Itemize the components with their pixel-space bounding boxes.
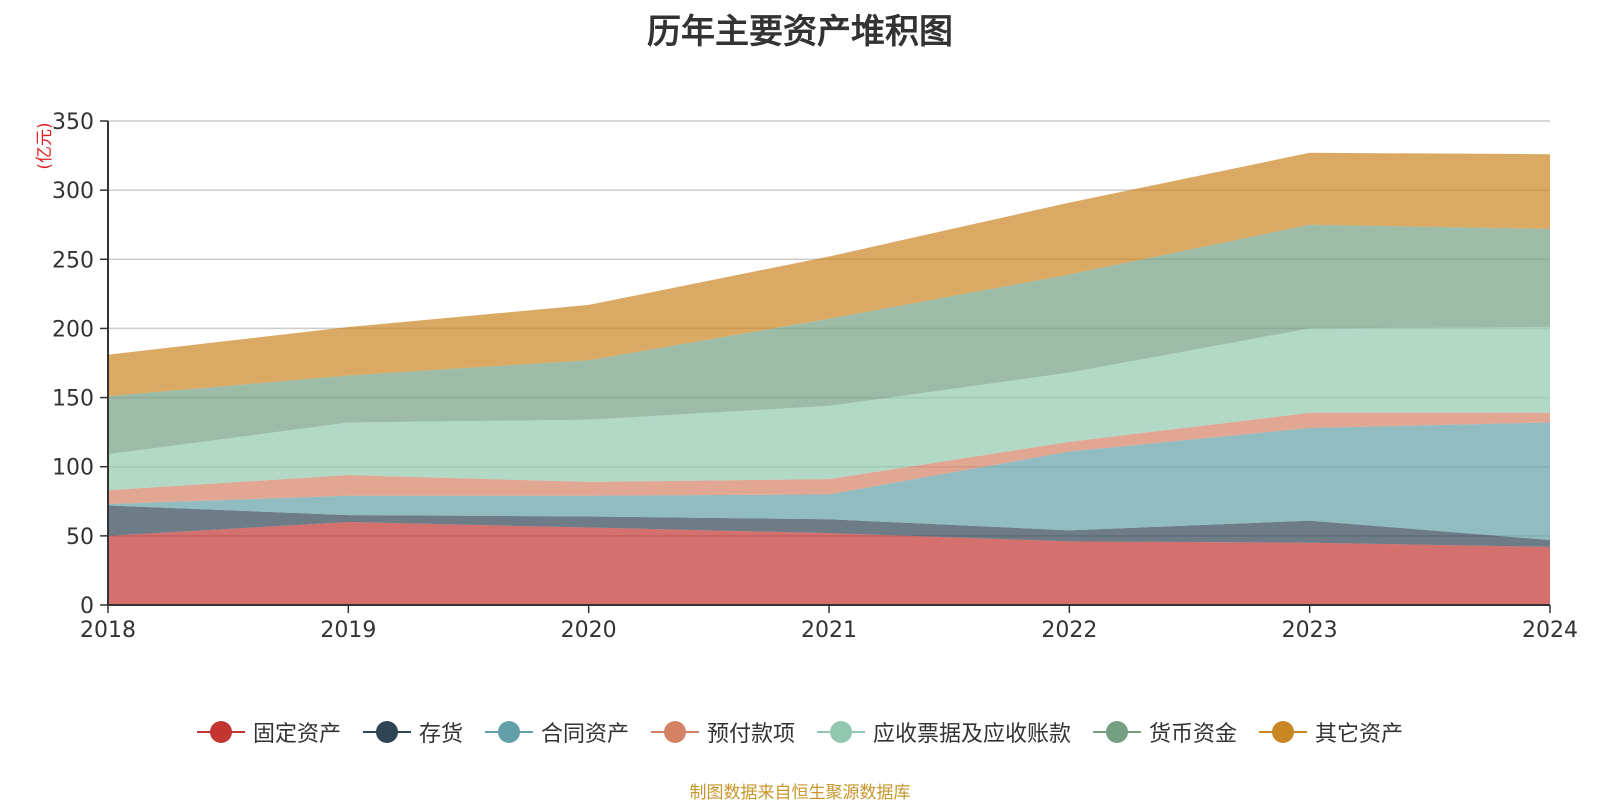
x-tick-label: 2023	[1282, 618, 1338, 643]
x-axis-ticks: 2018 2019 2020 2021 2022 2023 2024	[80, 605, 1578, 643]
x-tick-label: 2021	[801, 618, 857, 643]
x-tick-label: 2020	[561, 618, 617, 643]
legend-item[interactable]: 应收票据及应收账款	[817, 716, 1071, 748]
area-series-6	[108, 224, 1550, 455]
legend-marker-icon	[196, 720, 245, 744]
y-tick-label: 150	[52, 387, 94, 412]
x-tick-label: 2019	[320, 618, 376, 643]
area-series-3	[108, 422, 1550, 541]
legend-label: 固定资产	[252, 722, 341, 747]
legend-item[interactable]: 存货	[362, 716, 463, 748]
legend-item[interactable]: 固定资产	[196, 716, 341, 748]
x-tick-label: 2024	[1522, 618, 1578, 643]
legend-marker-icon	[484, 720, 533, 744]
legend-item[interactable]: 货币资金	[1093, 716, 1237, 748]
y-tick-label: 200	[52, 317, 94, 342]
legend-label: 其它资产	[1315, 722, 1404, 747]
legend-marker-icon	[650, 720, 699, 744]
legend-item[interactable]: 其它资产	[1259, 716, 1403, 748]
legend-marker-icon	[1093, 720, 1142, 744]
legend-marker-icon	[817, 720, 865, 744]
legend-marker-icon	[1259, 720, 1308, 744]
x-tick-label: 2018	[80, 618, 136, 643]
legend-label: 预付款项	[706, 722, 795, 747]
chart-title: 历年主要资产堆积图	[647, 12, 953, 52]
area-series	[108, 152, 1550, 605]
area-series-7	[108, 152, 1550, 397]
legend-item[interactable]: 合同资产	[484, 716, 629, 748]
y-axis-ticks: 0 50 100 150 200 250 300 350	[52, 110, 108, 619]
y-tick-label: 50	[66, 525, 94, 550]
y-tick-label: 100	[52, 456, 94, 481]
legend-label: 货币资金	[1149, 722, 1238, 747]
y-tick-label: 0	[80, 594, 94, 619]
x-tick-label: 2022	[1041, 618, 1097, 643]
y-tick-label: 250	[52, 248, 94, 273]
legend-item[interactable]: 预付款项	[650, 716, 795, 748]
legend-label: 合同资产	[540, 722, 629, 747]
area-series-1	[108, 522, 1550, 605]
source-footnote: 制图数据来自恒生聚源数据库	[689, 783, 911, 803]
area-series-4	[108, 412, 1550, 505]
y-tick-label: 300	[52, 179, 94, 204]
legend-label: 应收票据及应收账款	[873, 722, 1072, 747]
legend-label: 存货	[418, 722, 463, 747]
y-axis-label: (亿元)	[35, 122, 55, 169]
y-tick-label: 350	[52, 110, 94, 135]
area-series-2	[108, 505, 1550, 547]
legend-marker-icon	[362, 720, 411, 744]
legend: 固定资产 存货 合同资产 预付款项 应收票据及应收账款 货币资金 其它资产	[0, 716, 1600, 748]
area-series-5	[108, 327, 1550, 491]
